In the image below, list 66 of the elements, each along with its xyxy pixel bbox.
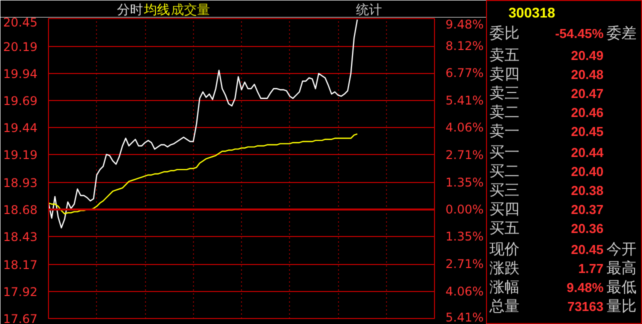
y2-tick-label: 2.71% <box>446 148 484 162</box>
text: 卖四 <box>490 66 520 83</box>
text: 300318 <box>508 4 556 20</box>
text: 最高 <box>606 260 636 277</box>
text: 卖三 <box>490 85 520 102</box>
text: 20.38 <box>570 183 604 198</box>
y2-tick-label: 1.35% <box>446 230 484 244</box>
text: 卖一 <box>490 123 520 140</box>
y2-tick-label: 8.12% <box>446 38 484 53</box>
y2-tick-label: 4.06% <box>446 284 484 298</box>
text: 均线 <box>142 2 170 17</box>
chart-title: 分时 <box>116 2 143 17</box>
y-tick-label: 18.43 <box>3 230 38 244</box>
y-tick-label: 18.93 <box>3 176 38 190</box>
y-tick-label: 20.45 <box>3 16 38 30</box>
y-tick-label: 17.67 <box>3 312 38 324</box>
text: 委比 <box>490 25 520 42</box>
y-tick-label: 19.94 <box>3 67 38 82</box>
y2-tick-label: 1.35% <box>446 175 484 190</box>
text: -54.45% <box>555 26 604 41</box>
text: 买五 <box>490 220 520 237</box>
text: 量比 <box>606 298 636 315</box>
y2-tick-label: 4.06% <box>446 120 484 135</box>
text: 涨跌 <box>490 260 520 277</box>
y-tick-label: 19.44 <box>3 120 38 135</box>
text: 卖五 <box>490 47 520 64</box>
text: 买二 <box>490 163 520 180</box>
text: 今开 <box>606 241 636 258</box>
text: 最低 <box>606 279 636 296</box>
y-tick-label: 18.17 <box>3 258 38 272</box>
y-tick-label: 19.69 <box>3 94 38 108</box>
text: 统计 <box>356 2 382 17</box>
text: 20.46 <box>570 105 604 120</box>
line-series <box>48 133 358 214</box>
text: 现价 <box>490 241 520 258</box>
y-tick-label: 20.19 <box>3 40 38 54</box>
text: 20.37 <box>570 202 604 217</box>
text: 成交量 <box>170 2 210 17</box>
y-tick-label: 19.19 <box>3 148 38 162</box>
text: 20.48 <box>570 67 604 82</box>
y-tick-label: 17.92 <box>3 285 38 300</box>
text: 9.48% <box>566 280 604 295</box>
text: 20.45 <box>570 242 604 257</box>
text: 买三 <box>490 182 520 199</box>
text: 73163 <box>567 299 604 314</box>
y2-tick-label: 2.71% <box>446 257 484 272</box>
text: 20.40 <box>570 164 604 179</box>
text: 20.45 <box>570 124 604 139</box>
text: 买四 <box>490 201 520 218</box>
y2-tick-label: 9.48% <box>446 18 484 32</box>
text: 涨幅 <box>490 279 520 296</box>
y-tick-label: 18.68 <box>3 203 38 218</box>
text: 20.49 <box>570 48 604 63</box>
text: 20.44 <box>570 145 604 160</box>
y2-tick-label: 5.41% <box>446 310 484 324</box>
line-series <box>48 18 358 228</box>
text: 总量 <box>488 298 520 315</box>
text: 委差 <box>606 25 636 42</box>
y2-tick-label: 5.41% <box>446 94 484 108</box>
text: 20.47 <box>570 86 604 101</box>
y2-tick-label: 6.77% <box>446 66 484 80</box>
text: 1.77 <box>578 261 604 276</box>
text: 卖二 <box>490 104 520 121</box>
text: 20.36 <box>570 221 604 236</box>
y2-tick-label: 0.00% <box>446 202 484 216</box>
text: 买一 <box>490 144 520 161</box>
